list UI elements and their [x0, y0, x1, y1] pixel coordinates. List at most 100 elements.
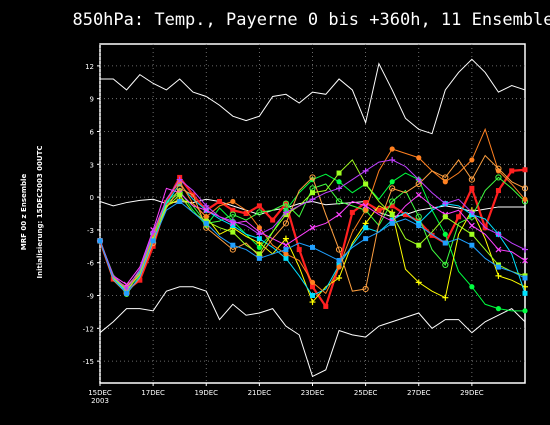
x-tick-label: 15DEC — [88, 389, 112, 397]
member-point — [203, 214, 209, 220]
member-point — [124, 290, 130, 296]
y-tick-label: 6 — [90, 128, 95, 136]
member-point — [509, 168, 515, 174]
member-point — [177, 192, 183, 198]
member-point — [230, 242, 236, 248]
member-point — [495, 174, 502, 181]
member-point — [283, 247, 289, 253]
member-point — [230, 198, 236, 205]
member-line-4 — [99, 176, 526, 292]
member-point — [229, 218, 236, 225]
member-point — [335, 198, 343, 205]
member-point — [389, 220, 395, 226]
member-point — [402, 212, 408, 218]
member-point — [256, 236, 262, 242]
member-point — [97, 238, 103, 244]
member-point — [270, 217, 276, 223]
member-point — [336, 264, 342, 270]
member-point — [256, 255, 262, 261]
member-point — [310, 293, 315, 299]
member-point — [363, 207, 369, 213]
member-point — [376, 207, 382, 213]
member-point — [522, 167, 528, 173]
y-tick-label: 3 — [90, 161, 94, 169]
x-tick-label: 17DEC — [141, 389, 165, 397]
member-point — [349, 209, 355, 215]
member-point — [442, 231, 448, 237]
member-point — [282, 209, 289, 216]
member-point — [336, 211, 342, 218]
member-point — [522, 257, 528, 264]
member-point — [296, 247, 302, 253]
member-point — [256, 244, 262, 250]
y-tick-label: -6 — [87, 260, 95, 268]
member-point — [389, 212, 395, 218]
member-point — [256, 251, 262, 257]
chart-title: 850hPa: Temp., Payerne 0 bis +360h, 11 E… — [72, 10, 550, 30]
member-point — [230, 207, 236, 213]
envelope-line-min — [99, 286, 526, 378]
member-point — [442, 294, 449, 301]
member-point — [282, 235, 289, 242]
member-point — [389, 203, 395, 209]
member-point — [229, 211, 236, 218]
member-point — [336, 275, 343, 282]
y-tick-label: 12 — [85, 63, 94, 71]
member-point — [389, 146, 395, 152]
member-point — [362, 202, 369, 209]
member-point — [363, 225, 369, 231]
member-point — [469, 231, 475, 237]
member-point — [469, 242, 475, 248]
y-tick-label: 9 — [90, 96, 94, 104]
member-point — [362, 167, 369, 174]
member-point — [468, 209, 475, 216]
member-point — [137, 277, 143, 283]
member-point — [310, 244, 315, 250]
member-point — [442, 179, 448, 185]
member-point — [468, 176, 475, 183]
member-point — [282, 220, 290, 227]
member-point — [336, 185, 343, 192]
member-point — [416, 242, 422, 248]
member-point — [522, 290, 528, 296]
member-point — [363, 181, 369, 187]
member-point — [203, 220, 209, 226]
member-point — [310, 284, 315, 290]
member-point — [442, 200, 449, 207]
member-point — [429, 232, 435, 238]
member-point — [389, 185, 396, 192]
member-point — [521, 185, 529, 192]
x-tick-label: 27DEC — [407, 389, 431, 397]
member-point — [323, 303, 329, 309]
member-point — [442, 174, 449, 181]
member-point — [389, 179, 395, 185]
member-point — [389, 156, 396, 163]
x-tick-label: 25DEC — [354, 389, 378, 397]
member-line-8 — [99, 154, 526, 295]
member-point — [243, 211, 249, 216]
member-point — [283, 242, 289, 249]
member-point — [415, 213, 422, 220]
member-point — [256, 203, 262, 209]
member-point — [176, 176, 183, 183]
member-point — [495, 264, 501, 270]
member-point — [217, 198, 223, 204]
plot-area: 12 9 6 3 0 -3 -6 -9 -12 -15 15DEC 17DEC 19DEC 21DEC 23… — [83, 43, 529, 405]
member-point — [282, 200, 290, 207]
envelope-line-max — [100, 58, 526, 135]
member-point — [336, 179, 342, 185]
member-point — [495, 188, 501, 194]
member-point — [256, 209, 263, 216]
member-point — [256, 231, 263, 238]
member-point — [203, 202, 210, 209]
member-point — [522, 196, 528, 202]
member-point — [309, 196, 316, 203]
member-point — [469, 157, 475, 163]
x-tick-label: 19DEC — [194, 389, 218, 397]
member-point — [442, 214, 448, 220]
y-tick-label: -15 — [83, 358, 94, 366]
member-point — [522, 275, 528, 281]
member-point — [310, 190, 315, 196]
x-tick-label: 29DEC — [460, 389, 484, 397]
